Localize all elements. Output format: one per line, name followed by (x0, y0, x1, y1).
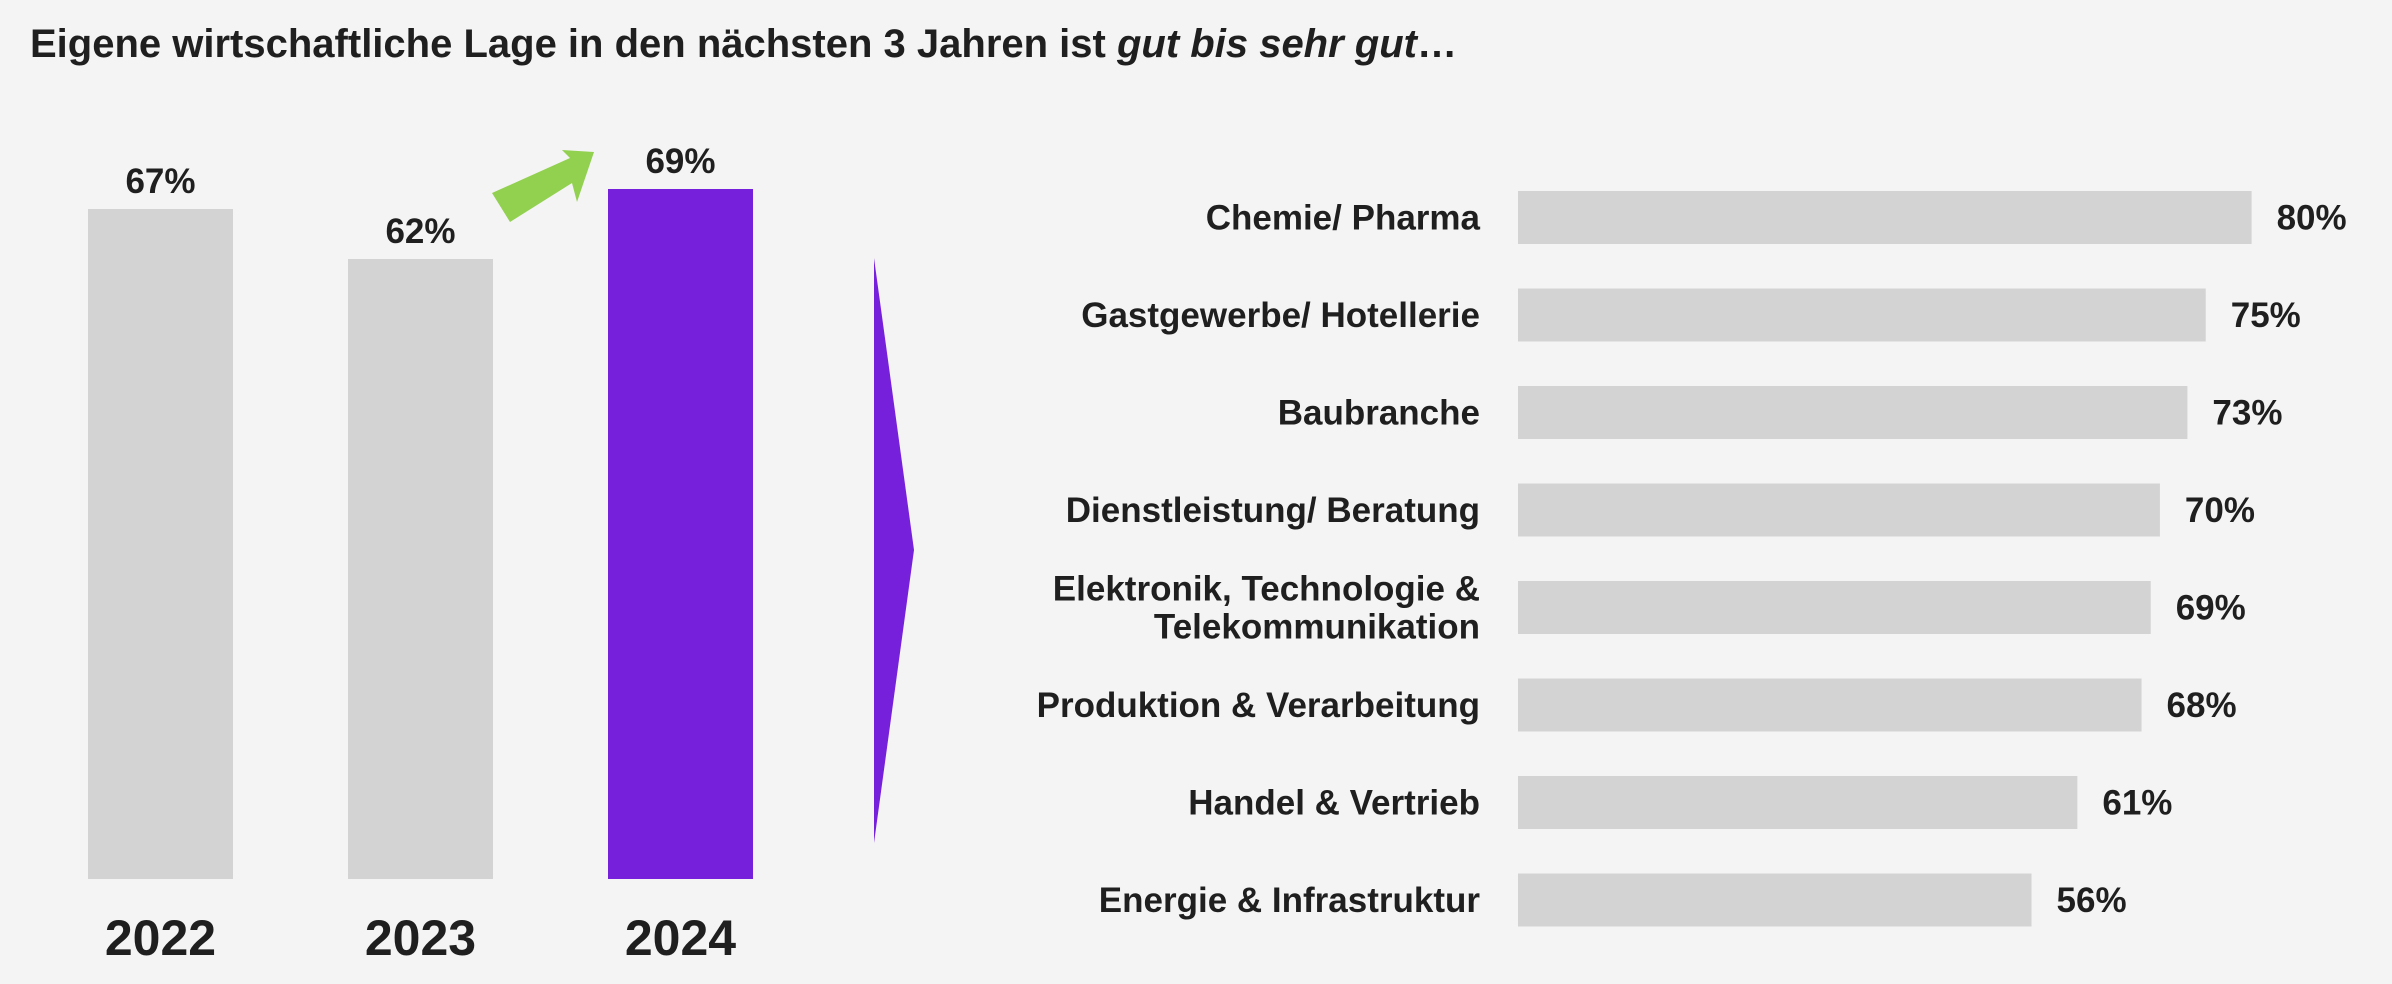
industry-category-label: Elektronik, Technologie & (1053, 570, 1480, 609)
year-bar-2024 (608, 189, 753, 879)
industry-bar-chart: 80% Chemie/ Pharma 75% Gastgewerbe/ Hotelle… (1037, 191, 2347, 927)
chart-title-main: Eigene wirtschaftliche Lage in den nächs… (30, 22, 1117, 66)
industry-bar (1518, 191, 2252, 244)
year-bar-chart: 67% 2022 62% 2023 69% 2024 (88, 142, 753, 966)
industry-category-label: Gastgewerbe/ Hotellerie (1081, 296, 1480, 335)
year-bar-2023 (348, 259, 493, 879)
industry-category-label: Produktion & Verarbeitung (1037, 686, 1480, 725)
chart-title-emphasis: gut bis sehr gut (1116, 22, 1417, 66)
industry-category-label: Baubranche (1278, 394, 1480, 433)
industry-bar-value-label: 70% (2185, 491, 2255, 530)
industry-bar-value-label: 56% (2057, 881, 2127, 920)
industry-bar (1518, 288, 2206, 342)
industry-bar-value-label: 61% (2102, 784, 2172, 823)
year-bar-2022 (88, 209, 233, 879)
industry-bar (1518, 581, 2151, 634)
industry-bar-value-label: 73% (2212, 394, 2282, 433)
industry-bar (1518, 386, 2188, 439)
increase-arrow-icon (492, 150, 594, 222)
industry-bar (1518, 483, 2160, 537)
year-bar-value-label: 69% (645, 142, 715, 181)
industry-bar-value-label: 69% (2176, 589, 2246, 628)
industry-bar (1518, 678, 2142, 732)
year-bar-value-label: 62% (385, 212, 455, 251)
industry-bar (1518, 776, 2078, 829)
industry-category-label: Telekommunikation (1154, 608, 1480, 647)
year-tick-label: 2023 (365, 910, 476, 966)
industry-category-label: Dienstleistung/ Beratung (1066, 491, 1480, 530)
industry-bar-value-label: 75% (2231, 296, 2301, 335)
industry-bar-value-label: 68% (2167, 686, 2237, 725)
chart-title: Eigene wirtschaftliche Lage in den nächs… (30, 22, 1457, 67)
year-bar-value-label: 67% (125, 162, 195, 201)
industry-category-label: Handel & Vertrieb (1188, 784, 1480, 823)
industry-bar-value-label: 80% (2277, 199, 2347, 238)
breakdown-connector-arrow (874, 258, 914, 843)
industry-category-label: Chemie/ Pharma (1206, 199, 1481, 238)
industry-category-label: Energie & Infrastruktur (1099, 881, 1481, 920)
year-tick-label: 2022 (105, 910, 216, 966)
industry-bar (1518, 873, 2032, 927)
year-tick-label: 2024 (625, 910, 736, 966)
chart-title-suffix: … (1416, 22, 1457, 66)
